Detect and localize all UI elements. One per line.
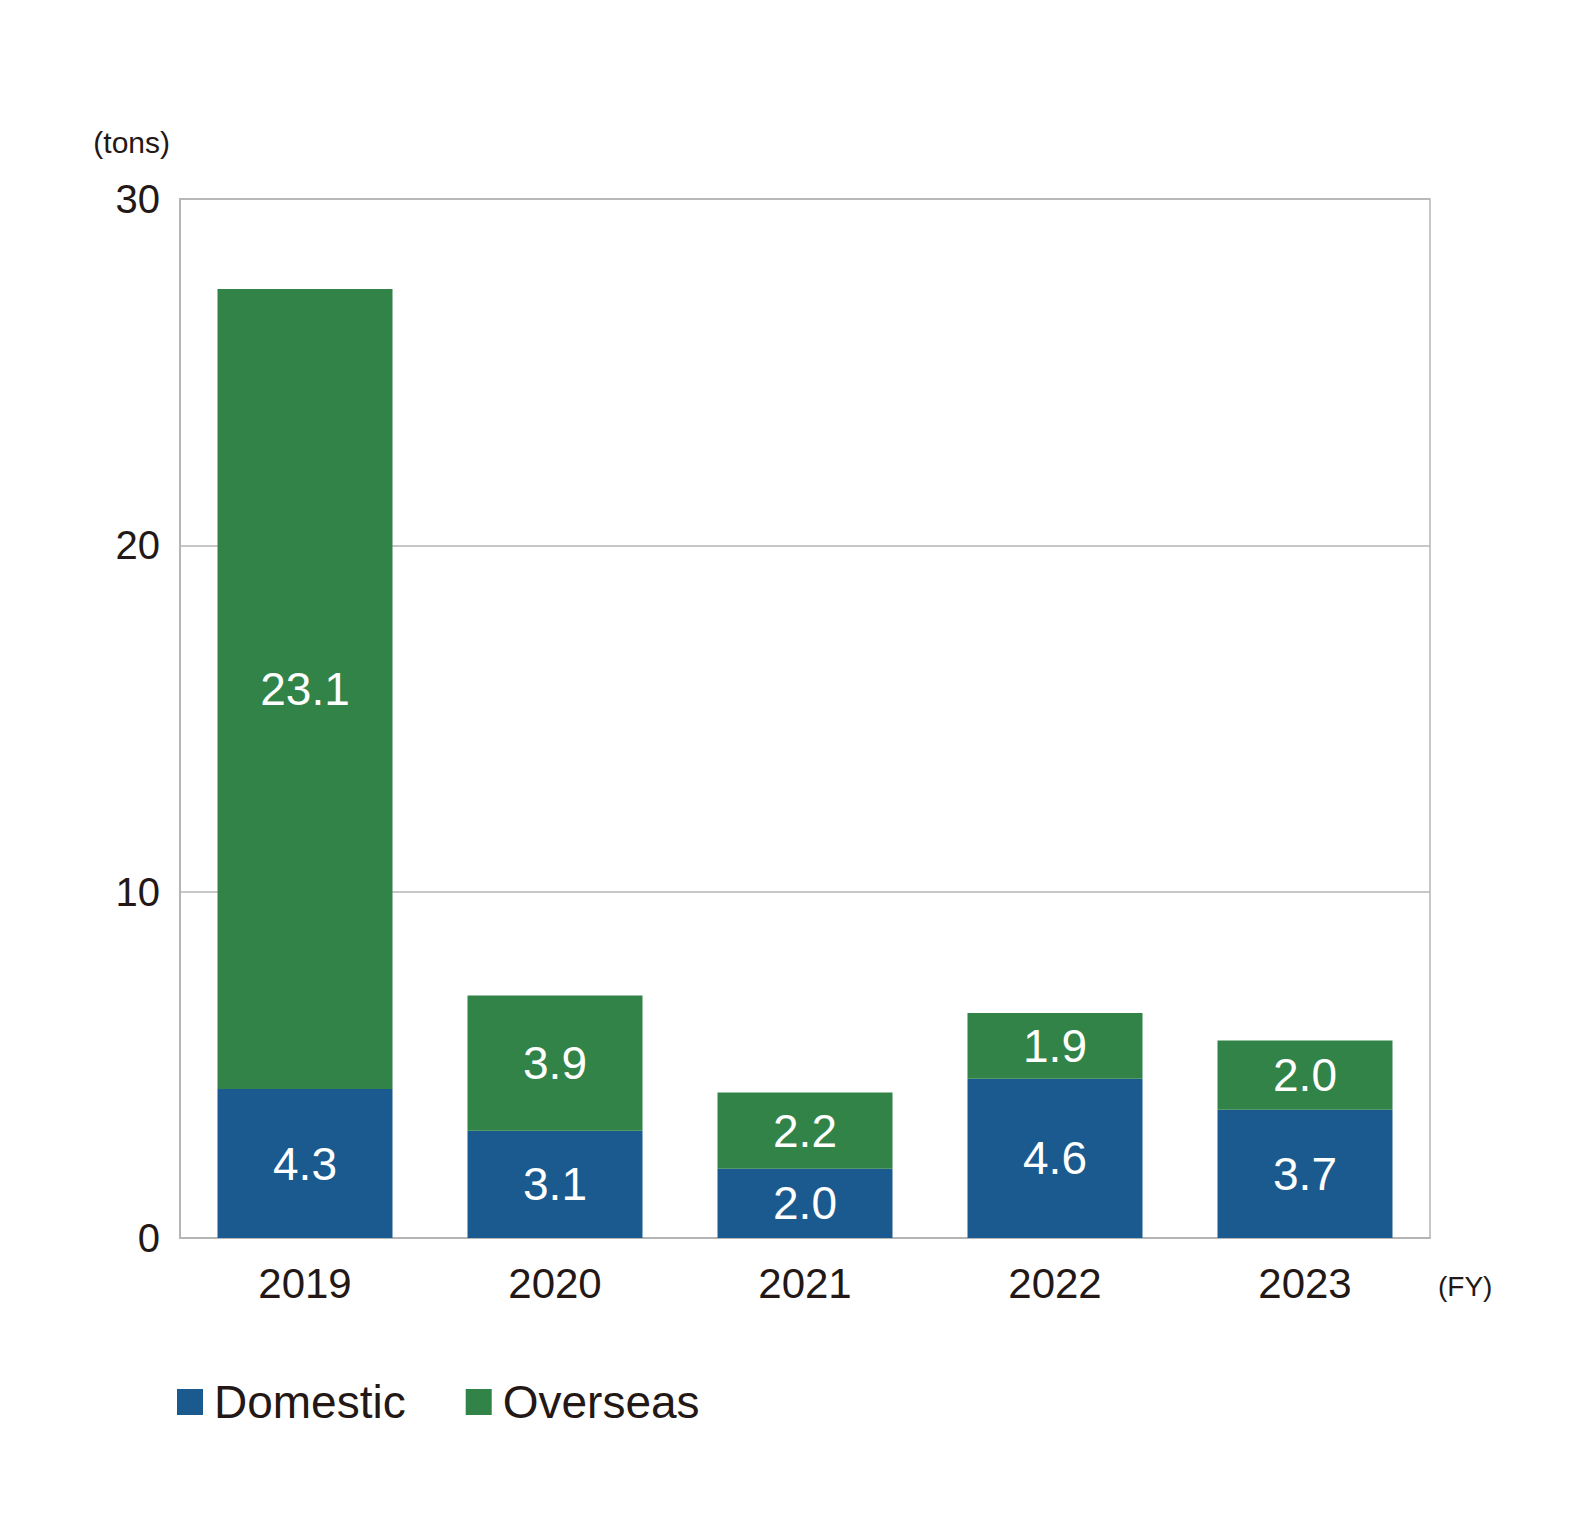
svg-text:2.2: 2.2 (773, 1105, 837, 1157)
svg-text:2019: 2019 (258, 1260, 351, 1307)
svg-text:0: 0 (138, 1216, 160, 1260)
svg-text:30: 30 (116, 177, 161, 221)
svg-text:2023: 2023 (1258, 1260, 1351, 1307)
svg-text:(FY): (FY) (1438, 1271, 1492, 1302)
svg-text:23.1: 23.1 (260, 663, 350, 715)
svg-text:2021: 2021 (758, 1260, 851, 1307)
svg-text:3.9: 3.9 (523, 1037, 587, 1089)
svg-text:3.7: 3.7 (1273, 1148, 1337, 1200)
svg-text:(tons): (tons) (93, 126, 170, 159)
svg-text:Overseas: Overseas (503, 1376, 700, 1428)
svg-text:4.3: 4.3 (273, 1138, 337, 1190)
svg-text:10: 10 (116, 870, 161, 914)
svg-text:Domestic: Domestic (214, 1376, 406, 1428)
svg-text:2.0: 2.0 (773, 1177, 837, 1229)
svg-text:3.1: 3.1 (523, 1158, 587, 1210)
svg-text:2022: 2022 (1008, 1260, 1101, 1307)
svg-text:4.6: 4.6 (1023, 1132, 1087, 1184)
svg-text:20: 20 (116, 523, 161, 567)
svg-text:2.0: 2.0 (1273, 1049, 1337, 1101)
svg-text:1.9: 1.9 (1023, 1020, 1087, 1072)
svg-text:2020: 2020 (508, 1260, 601, 1307)
